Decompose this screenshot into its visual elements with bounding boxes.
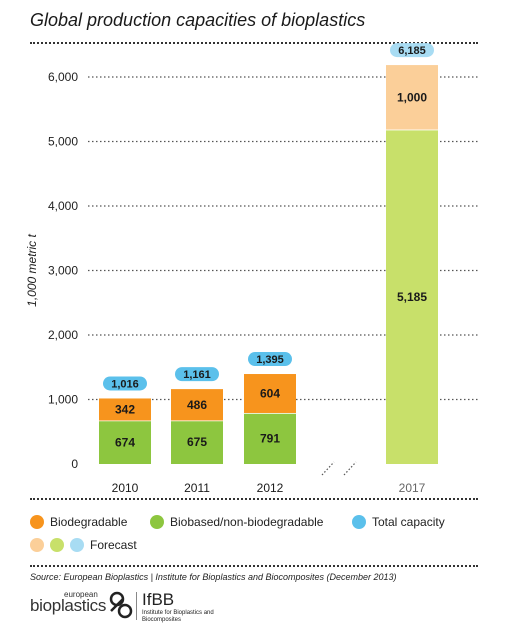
legend-item-biodegradable: Biodegradable [30,515,127,529]
y-tick-label: 4,000 [48,199,78,213]
axis-break-mark [343,461,357,476]
y-tick-label: 3,000 [48,264,78,278]
logo-ifbb-name: IfBB [142,590,175,609]
total-pill [248,352,292,367]
x-tick-label: 2012 [257,481,284,495]
bar-biodegradable [171,389,223,421]
y-axis-label: 1,000 metric t [25,233,39,306]
biobased-dot-icon [150,515,164,529]
logo-ifbb-subtitle: Institute for Bioplastics and Biocomposi… [142,610,214,623]
legend-label-forecast: Forecast [90,538,137,552]
total-dot-icon [352,515,366,529]
bar-biobased [171,420,223,464]
logo-eb-small-text: european [64,590,98,599]
chart-title: Global production capacities of bioplast… [30,10,366,30]
data-label-biodegradable: 486 [187,398,207,412]
bar-chart: 0 1,000 2,000 3,000 4,000 5,000 6,000 1,000 met… [25,43,478,495]
total-label: 1,016 [111,378,139,390]
legend-item-forecast: Forecast [30,538,137,552]
data-label-biobased: 674 [115,435,135,449]
bar-biodegradable [386,65,438,130]
total-label: 1,395 [256,354,284,366]
y-tick-label: 6,000 [48,70,78,84]
legend-label-biobased: Biobased/non-biodegradable [170,515,324,529]
legend-label-biodegradable: Biodegradable [50,515,128,529]
total-pill [103,376,147,391]
legend-label-total: Total capacity [372,515,445,529]
y-tick-label: 5,000 [48,135,78,149]
legend-divider-bottom [30,565,478,567]
logo-separator [136,592,137,620]
legend-divider-top [30,498,478,500]
y-tick-label: 1,000 [48,393,78,407]
source-note: Source: European Bioplastics | Institute… [30,572,397,582]
title-divider [30,42,478,44]
total-pill [390,43,434,58]
bar-biobased [386,129,438,464]
data-label-biobased: 5,185 [397,290,427,304]
data-label-biobased: 675 [187,435,207,449]
x-tick-label: 2010 [112,481,139,495]
legend-item-biobased: Biobased/non-biodegradable [150,515,323,529]
data-label-biodegradable: 1,000 [397,90,427,104]
forecast-biodegradable-dot-icon [30,538,44,552]
data-label-biodegradable: 342 [115,402,135,416]
logo-eb-big-text: bioplastics [30,596,107,615]
axis-break-mark [321,461,335,476]
x-tick-label: 2017 [399,481,426,495]
y-tick-label: 2,000 [48,328,78,342]
bar-biobased [99,420,151,464]
forecast-total-dot-icon [70,538,84,552]
ifbb-mark-icon [109,591,133,619]
y-tick-label: 0 [71,457,78,471]
forecast-biobased-dot-icon [50,538,64,552]
legend-item-total: Total capacity [352,515,445,529]
bar-biodegradable [244,374,296,413]
total-label: 1,161 [183,369,211,381]
total-label: 6,185 [398,45,426,57]
bar-biobased [244,412,296,464]
data-label-biobased: 791 [260,431,280,445]
x-tick-label: 2011 [184,481,210,495]
data-label-biodegradable: 604 [260,387,280,401]
bar-biodegradable [99,398,151,421]
biodegradable-dot-icon [30,515,44,529]
total-pill [175,367,219,382]
